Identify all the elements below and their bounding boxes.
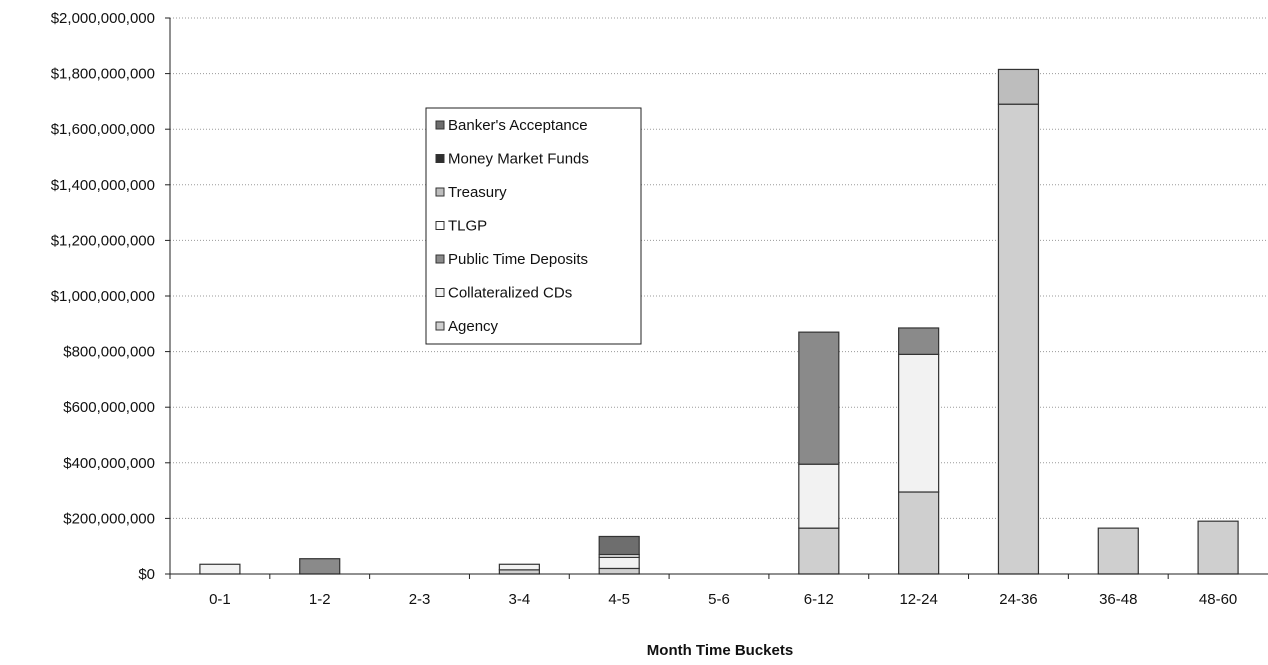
bars (199, 68, 1239, 575)
legend-swatch (435, 187, 445, 197)
x-tick-label: 36-48 (1099, 591, 1137, 608)
legend-entry-label: Money Market Funds (448, 151, 589, 168)
y-tick-label: $1,000,000,000 (51, 288, 155, 305)
legend-swatch (435, 154, 445, 163)
y-tick-label: $1,800,000,000 (51, 66, 155, 83)
bar-segment (798, 331, 840, 465)
y-tick-label: $600,000,000 (63, 399, 155, 416)
bar-segment (898, 327, 940, 355)
bar-segment (997, 103, 1040, 575)
bar-segment (299, 558, 341, 575)
x-tick-label: 0-1 (209, 591, 231, 608)
legend-swatch (435, 321, 445, 331)
bar-segment (598, 567, 640, 575)
y-tick-label: $1,600,000,000 (51, 121, 155, 138)
y-tick-label: $200,000,000 (63, 510, 155, 527)
y-tick-label: $1,400,000,000 (51, 177, 155, 194)
legend-entry-label: TLGP (448, 218, 487, 235)
x-axis: 0-1 1-2 2-3 3-4 4-5 5-6 6-12 12-24 24-36 36-48 48-… (169, 573, 1268, 608)
legend-entry-label: Banker's Acceptance (448, 117, 588, 134)
x-tick-label: 24-36 (999, 591, 1037, 608)
y-tick-label: $0 (138, 566, 155, 583)
bar-segment (498, 569, 540, 575)
bar-segment (898, 491, 940, 575)
bar-segment (199, 563, 241, 575)
y-tick-label: $400,000,000 (63, 455, 155, 472)
x-tick-label: 5-6 (708, 591, 730, 608)
bar-segment (798, 463, 840, 529)
legend-swatch (435, 221, 445, 230)
bar-segment (997, 68, 1040, 105)
bar-segment (498, 563, 540, 571)
bar-segment (1197, 520, 1239, 575)
bar-segment (598, 535, 640, 556)
legend-entry-label: Agency (448, 318, 499, 335)
x-tick-label: 1-2 (309, 591, 331, 608)
x-tick-label: 3-4 (509, 591, 531, 608)
legend-entry-label: Collateralized CDs (448, 285, 572, 302)
bar-segment (798, 527, 840, 575)
legend-swatch (435, 254, 445, 264)
gridlines (170, 17, 1268, 519)
x-axis-title: Month Time Buckets (647, 642, 793, 659)
bar-segment (898, 353, 940, 493)
legend-swatch (435, 288, 445, 297)
x-tick-label: 6-12 (804, 591, 834, 608)
legend-box (425, 107, 642, 345)
bar-segment (1097, 527, 1139, 575)
bar-segment (598, 556, 640, 570)
y-axis: $0 $200,000,000 $400,000,000 $600,000,000 $8… (51, 10, 171, 583)
legend-entry-label: Public Time Deposits (448, 251, 588, 268)
y-tick-label: $2,000,000,000 (51, 10, 155, 27)
legend-entry-label: Treasury (448, 184, 507, 201)
x-tick-label: 12-24 (899, 591, 937, 608)
y-tick-label: $800,000,000 (63, 344, 155, 361)
x-tick-label: 48-60 (1199, 591, 1237, 608)
legend: Banker's Acceptance Money Market Funds Tre… (425, 107, 642, 345)
legend-swatch (435, 120, 445, 130)
y-tick-label: $1,200,000,000 (51, 232, 155, 249)
x-tick-label: 2-3 (409, 591, 431, 608)
x-tick-label: 4-5 (608, 591, 630, 608)
